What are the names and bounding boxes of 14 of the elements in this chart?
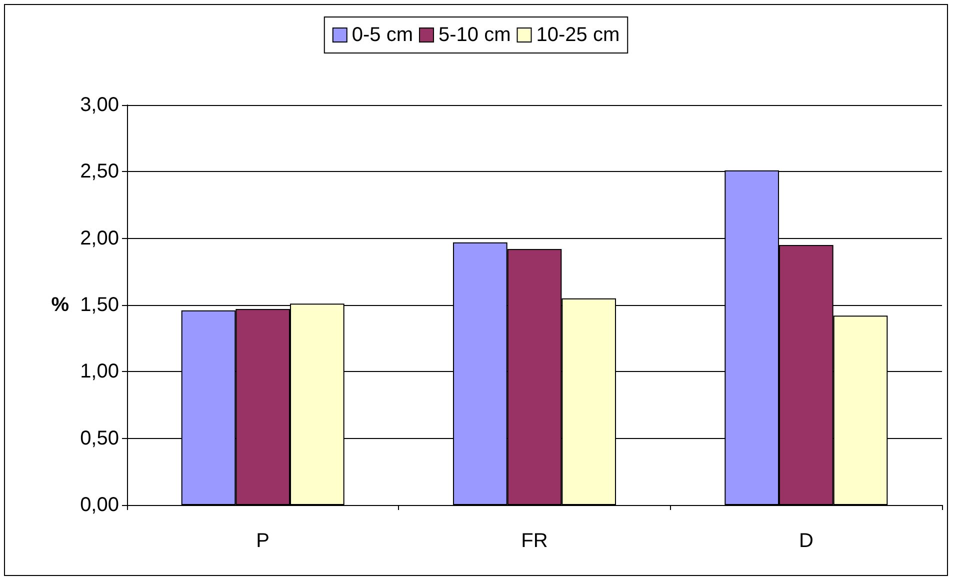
legend-label: 0-5 cm (352, 24, 414, 46)
y-tick-label: 3,00 (80, 94, 119, 116)
x-tick-label: D (798, 530, 814, 552)
y-tick-label: 1,00 (80, 360, 119, 383)
y-tick-label: 2,50 (80, 160, 119, 183)
y-tick-label: 0,50 (80, 427, 119, 450)
y-tick-label: 1,50 (80, 294, 119, 316)
legend-label: 5-10 cm (438, 24, 511, 46)
x-tick-label: P (256, 530, 270, 552)
y-tick-label: 0,00 (80, 494, 119, 516)
y-axis-title: % (51, 294, 70, 316)
y-tick-label: 2,00 (80, 227, 119, 250)
x-tick-label: FR (521, 530, 548, 552)
legend-label: 10-25 cm (536, 24, 620, 46)
